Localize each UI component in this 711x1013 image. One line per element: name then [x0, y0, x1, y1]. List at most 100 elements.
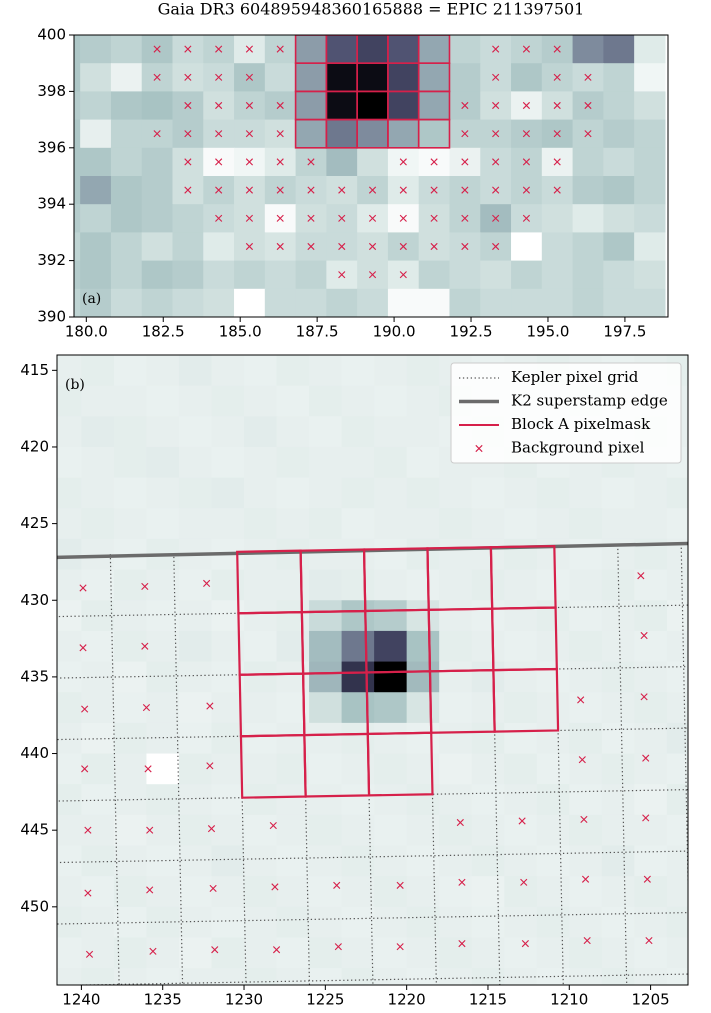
heatmap-cell [603, 288, 635, 317]
pixel-grid-line [680, 543, 688, 909]
heatmap-cell [374, 692, 408, 724]
heatmap-cell [357, 63, 389, 92]
background-pixel-marker [338, 271, 346, 279]
background-pixel-marker [146, 886, 154, 894]
heatmap-cell [57, 753, 82, 785]
plot-area [47, 355, 688, 1013]
heatmap-cell [178, 814, 213, 847]
heatmap-cell [146, 385, 180, 417]
background-pixel-marker [245, 214, 254, 222]
heatmap-cell [276, 385, 310, 417]
heatmap-cell [572, 176, 604, 205]
heatmap-cell [309, 906, 343, 939]
pixel-grid-line [47, 555, 57, 1013]
heatmap-cell [113, 753, 148, 785]
heatmap-cell [666, 477, 688, 509]
heatmap-cell [569, 876, 603, 908]
heatmap-cell [57, 876, 82, 908]
heatmap-cell [113, 600, 148, 632]
x-tick-label: 1205 [632, 991, 670, 1009]
heatmap-cell [634, 876, 668, 908]
heatmap-cell [141, 204, 174, 233]
x-tick-label: 192.5 [450, 323, 493, 341]
background-pixel-marker [215, 214, 223, 222]
background-pixel-marker [334, 943, 342, 951]
heatmap-cell [406, 784, 440, 816]
background-pixel-marker [215, 101, 223, 110]
heatmap-cell [146, 416, 180, 448]
heatmap-cell [374, 753, 408, 785]
heatmap-cell [504, 508, 538, 540]
background-pixel-marker [245, 130, 254, 138]
heatmap-cell [74, 147, 81, 177]
heatmap-cell [601, 845, 635, 877]
heatmap-cell [203, 232, 235, 262]
heatmap-cell [634, 508, 668, 540]
heatmap-cell [406, 753, 440, 785]
background-pixel-marker [307, 158, 315, 166]
heatmap-cell [374, 876, 408, 908]
heatmap-cell [504, 845, 538, 877]
heatmap-cell [666, 753, 688, 785]
heatmap-cell [603, 176, 635, 205]
heatmap-cell [81, 845, 115, 877]
heatmap-cell [569, 937, 603, 969]
heatmap-cell [601, 508, 635, 540]
y-tick-label: 450 [20, 897, 49, 915]
heatmap-cell [244, 876, 278, 908]
heatmap-cell [80, 147, 112, 177]
heatmap-cell [211, 845, 245, 877]
heatmap-cell [666, 538, 688, 571]
background-pixel-marker [458, 878, 466, 886]
background-pixel-marker [79, 584, 87, 592]
chart-title: Gaia DR3 604895948360165888 = EPIC 21139… [158, 0, 585, 19]
background-pixel-marker [553, 73, 561, 81]
heatmap-cell [141, 232, 174, 262]
heatmap-cell [113, 876, 148, 908]
heatmap-cell [341, 630, 375, 663]
heatmap-cell [634, 722, 668, 755]
y-tick-label: 415 [20, 361, 49, 379]
heatmap-cell [504, 784, 538, 816]
heatmap-cell [406, 692, 440, 724]
background-pixel-marker [209, 884, 217, 893]
background-pixel-marker [581, 875, 590, 883]
heatmap-cell [172, 204, 204, 233]
heatmap-cell [211, 722, 245, 755]
background-pixel-marker [276, 158, 284, 166]
heatmap-cell [244, 569, 278, 601]
axes-frame [73, 34, 669, 318]
heatmap-cell [57, 569, 82, 601]
background-pixel-marker [184, 158, 192, 166]
heatmap-cell [309, 477, 343, 509]
x-tick-label: 1220 [388, 991, 426, 1009]
background-pixel-marker [584, 73, 592, 81]
heatmap-cell [634, 91, 666, 121]
heatmap-cell [504, 968, 538, 985]
x-tick-label: 1230 [225, 991, 263, 1009]
heatmap-cell [341, 937, 375, 969]
background-pixel-marker [207, 825, 216, 833]
heatmap-cell [634, 753, 668, 785]
heatmap-cell [57, 538, 82, 571]
heatmap-cell [146, 722, 180, 755]
heatmap-cell [601, 477, 635, 509]
heatmap-cell [211, 446, 245, 479]
heatmap-cell [113, 722, 148, 755]
x-tick-label: 185.0 [219, 323, 262, 341]
background-pixel-marker [492, 158, 500, 166]
heatmap-cell [211, 937, 245, 969]
background-pixel-marker [583, 936, 591, 945]
background-pixel-marker [430, 242, 438, 251]
heatmap-cell [113, 416, 148, 448]
background-pixel-marker [430, 214, 438, 222]
background-pixel-marker [215, 45, 223, 53]
background-pixel-marker [245, 101, 254, 110]
heatmap-cell [80, 288, 112, 317]
heatmap-cell [80, 204, 112, 233]
mask-cell [417, 118, 451, 149]
background-pixel-marker [522, 101, 531, 110]
heatmap-cell [295, 63, 327, 92]
heatmap-cell [178, 906, 213, 939]
heatmap-cell [374, 385, 408, 417]
